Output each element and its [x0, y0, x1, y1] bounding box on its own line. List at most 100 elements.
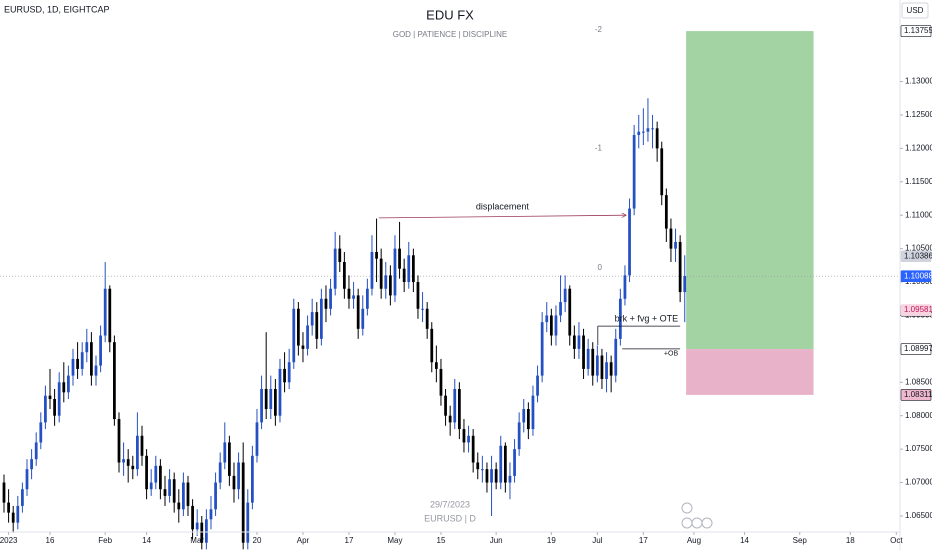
candle-body — [375, 251, 378, 259]
candle-body — [361, 308, 365, 329]
watermark-date: 29/7/2023 — [430, 499, 470, 509]
currency[interactable]: USD — [907, 6, 924, 15]
candle-body — [232, 475, 236, 490]
candle-body — [655, 128, 659, 149]
candle-body — [471, 435, 475, 463]
candle-body — [241, 462, 245, 543]
candle-body — [453, 388, 457, 423]
candle-body — [2, 482, 6, 503]
candle-body — [39, 422, 43, 443]
candle-body — [508, 475, 512, 483]
candle-body — [329, 288, 332, 309]
candle-body — [568, 288, 572, 336]
chart-title: EDU FX — [426, 7, 474, 22]
icon[interactable] — [691, 517, 703, 529]
candle-body — [352, 295, 355, 299]
symbol-info: EURUSD, 1D, EIGHTCAP — [4, 4, 110, 14]
candle-body — [411, 255, 415, 283]
candle-body — [494, 469, 498, 483]
candle-body — [480, 469, 484, 471]
icon[interactable] — [681, 502, 693, 514]
candle-body — [591, 348, 595, 376]
candle-body — [7, 502, 10, 513]
candle-body — [388, 275, 392, 296]
candle-body — [632, 135, 636, 209]
candle-body — [485, 469, 489, 483]
annotation-text: displacement — [476, 202, 530, 212]
candle-body — [503, 445, 507, 483]
candle-body — [651, 128, 654, 130]
candle-body — [370, 251, 374, 289]
x-tick-label: 14 — [740, 536, 749, 545]
y-tick-label: 1.11000 — [905, 210, 932, 219]
candle-body — [108, 288, 112, 343]
annotation-text: +OB — [664, 351, 679, 358]
candle-body — [145, 455, 148, 490]
price-marker — [900, 25, 932, 37]
candle-body — [448, 415, 452, 423]
candle-body — [536, 375, 539, 396]
y-tick-label: 1.07000 — [905, 478, 932, 487]
fib-label: -2 — [595, 25, 603, 34]
x-tick-label: Apr — [297, 536, 310, 545]
candle-body — [628, 208, 631, 276]
candle-body — [296, 308, 300, 346]
currency-box[interactable] — [901, 2, 929, 19]
candle-body — [218, 462, 222, 483]
candle-body — [338, 248, 342, 262]
candle-body — [99, 335, 102, 366]
price-marker — [900, 343, 932, 355]
candle-body — [674, 241, 677, 249]
x-tick-label: 2023 — [0, 536, 18, 545]
candle-body — [149, 482, 153, 490]
y-tick-label: 1.12000 — [905, 143, 932, 152]
candle-body — [30, 459, 33, 470]
y-tick-label: 1.13000 — [905, 77, 932, 86]
candle-body — [664, 195, 668, 229]
x-tick-label: 18 — [846, 536, 855, 545]
price-marker — [900, 270, 932, 282]
candle-body — [154, 465, 158, 483]
candle-body — [572, 335, 576, 349]
x-tick-label: Mar — [190, 536, 204, 545]
candle-body — [421, 308, 424, 310]
loss-zone — [686, 349, 814, 395]
event-icons[interactable] — [681, 502, 713, 529]
icon[interactable] — [701, 517, 713, 529]
candle-body — [347, 288, 351, 299]
candle-body — [21, 489, 24, 506]
candle-body — [16, 505, 20, 523]
y-tick-label: 1.11500 — [905, 177, 932, 186]
candle-body — [117, 419, 121, 463]
candle-body — [287, 362, 291, 383]
candle-body — [113, 342, 116, 420]
candle-body — [269, 388, 273, 410]
candle-body — [71, 358, 75, 376]
candle-body — [609, 362, 613, 376]
candle-body — [678, 241, 682, 293]
candle-body — [172, 479, 176, 503]
candle-body — [618, 298, 622, 339]
candle-body — [292, 308, 296, 363]
x-tick-label: Jun — [490, 536, 503, 545]
y-tick-label: 1.12500 — [905, 110, 932, 119]
candle-body — [57, 382, 61, 416]
candle-body — [467, 435, 470, 443]
candle-body — [136, 435, 139, 470]
candle-body — [163, 489, 167, 496]
candle-body — [228, 442, 231, 476]
icon[interactable] — [681, 517, 693, 529]
candle-body — [683, 276, 687, 293]
candle-body — [34, 442, 38, 460]
annotation-line — [378, 215, 626, 219]
candle-body — [365, 288, 369, 309]
candle-body — [324, 298, 328, 309]
candle-body — [499, 445, 503, 483]
candle-body — [554, 315, 558, 336]
candle-body — [237, 462, 240, 490]
x-tick-label: 20 — [253, 536, 262, 545]
candle-body — [669, 228, 673, 249]
candle-body — [44, 395, 47, 423]
candle-body — [393, 248, 397, 296]
